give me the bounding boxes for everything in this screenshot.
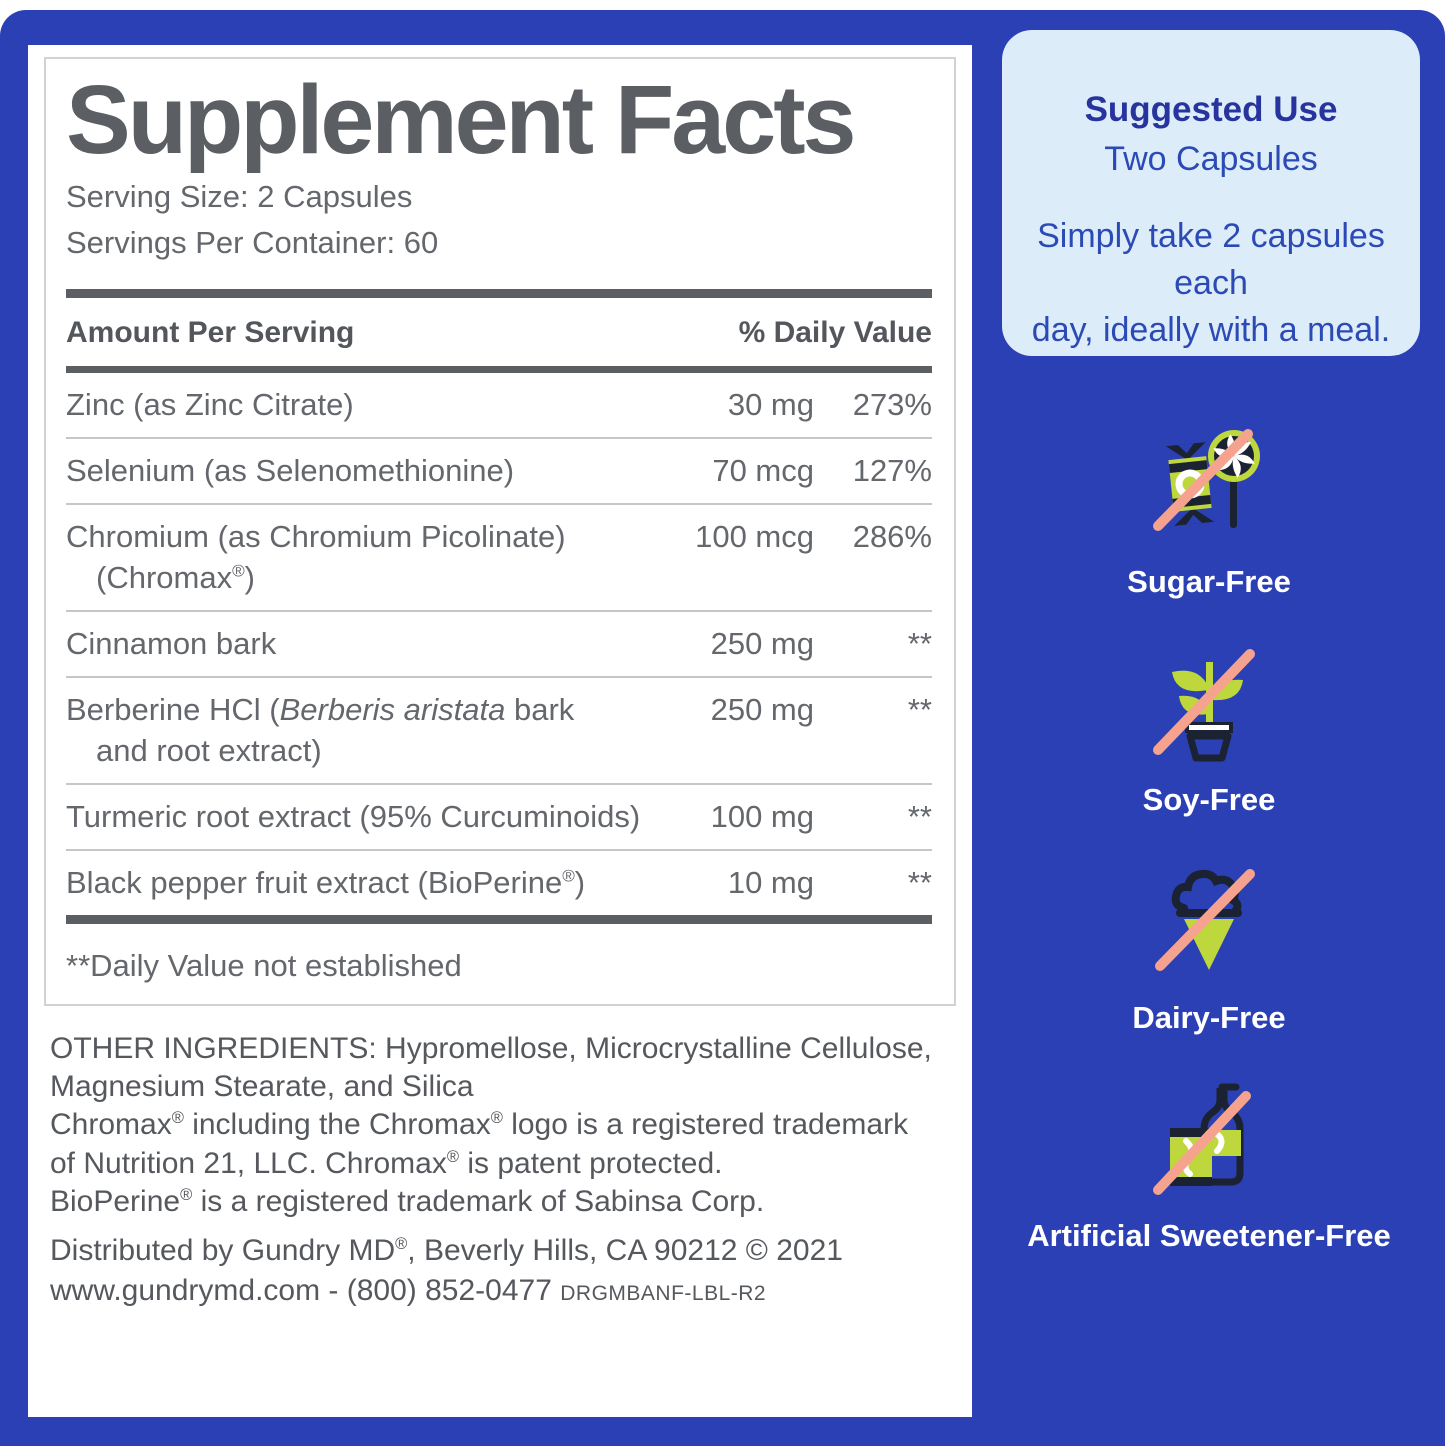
amount-value: 70 mcg: [712, 453, 814, 489]
servings-per-container: Servings Per Container: 60: [66, 225, 439, 261]
artificial-sweetener-free-icon: [1153, 1083, 1251, 1195]
badge-label: Dairy-Free: [1132, 1000, 1286, 1035]
soy-free-icon: [1152, 649, 1255, 762]
daily-value-footnote: **Daily Value not established: [66, 947, 462, 983]
amount-value: 250 mg: [710, 626, 814, 662]
suggested-use-body: Simply take 2 capsules each day, ideally…: [1031, 217, 1391, 349]
amount-value: 10 mg: [727, 864, 814, 900]
table-row: Berberine HCl (Berberis aristata bark and…: [66, 678, 932, 785]
amount-value: 250 mg: [710, 691, 814, 727]
daily-value: 127%: [852, 453, 932, 489]
ingredient-name: Turmeric root extract (95% Curcuminoids): [66, 798, 641, 834]
amount-value: 30 mg: [727, 387, 814, 423]
badge-label: Sugar-Free: [1127, 564, 1291, 599]
badge-soy-free: Soy-Free: [1142, 638, 1276, 818]
supplement-facts-title: Supplement Facts: [66, 65, 856, 174]
divider-thick-top: [66, 289, 932, 299]
table-row: Turmeric root extract (95% Curcuminoids)…: [66, 785, 932, 851]
badge-sugar-free: Sugar-Free: [1127, 420, 1291, 600]
divider-thick-header: [66, 366, 932, 374]
sugar-free-icon: [1152, 429, 1260, 531]
amount-value: 100 mg: [710, 798, 814, 834]
suggested-use-title: Suggested Use: [1084, 90, 1338, 129]
supplement-rows: Zinc (as Zinc Citrate) 30 mg 273% Selenium …: [66, 373, 932, 914]
divider-thick-bottom: [66, 914, 932, 924]
ingredient-name: Zinc (as Zinc Citrate): [66, 387, 354, 423]
badge-label: Soy-Free: [1142, 782, 1276, 817]
dairy-free-icon: [1154, 869, 1255, 971]
ingredient-name: Selenium (as Selenomethionine): [66, 453, 515, 489]
daily-value: **: [907, 691, 932, 727]
table-row: Zinc (as Zinc Citrate) 30 mg 273%: [66, 373, 932, 440]
distributor-text: Distributed by Gundry MD®, Beverly Hills…: [50, 1233, 843, 1267]
table-row: Cinnamon bark 250 mg **: [66, 612, 932, 678]
other-ingredients-text: OTHER INGREDIENTS: Hypromellose, Microcr…: [50, 1031, 932, 1103]
daily-value: **: [907, 864, 932, 900]
badge-artificial-sweetener-free: Artificial Sweetener-Free: [1027, 1074, 1391, 1254]
legal-text-block: OTHER INGREDIENTS: Hypromellose, Microcr…: [44, 1030, 956, 1311]
ingredient-name: Cinnamon bark: [66, 626, 277, 662]
ingredient-name: Berberine HCl (Berberis aristata bark and…: [66, 691, 575, 768]
ingredient-name: Chromium (as Chromium Picolinate) (Chroma…: [66, 519, 566, 596]
daily-value-header: % Daily Value: [738, 316, 932, 350]
badge-dairy-free: Dairy-Free: [1132, 856, 1286, 1036]
daily-value: **: [907, 626, 932, 662]
bioperine-trademark-text: BioPerine® is a registered trademark of …: [50, 1185, 765, 1219]
serving-size: Serving Size: 2 Capsules: [66, 178, 413, 214]
amount-value: 100 mcg: [695, 519, 814, 555]
daily-value: 286%: [852, 519, 932, 555]
daily-value: **: [907, 798, 932, 834]
contact-text: www.gundrymd.com - (800) 852-0477: [50, 1273, 552, 1307]
chromax-trademark-text: Chromax® including the Chromax® logo is …: [50, 1108, 909, 1180]
table-row: Selenium (as Selenomethionine) 70 mcg 127%: [66, 439, 932, 506]
table-row: Chromium (as Chromium Picolinate) (Chroma…: [66, 505, 932, 613]
ingredient-name: Black pepper fruit extract (BioPerine®): [66, 864, 586, 900]
amount-per-serving-header: Amount Per Serving: [66, 316, 355, 350]
table-row: Black pepper fruit extract (BioPerine®) 1…: [66, 851, 932, 915]
table-header-row: Amount Per Serving % Daily Value: [66, 298, 932, 366]
suggested-use-box: Suggested Use Two Capsules Simply take 2…: [1002, 30, 1420, 356]
suggested-use-subtitle: Two Capsules: [1104, 140, 1318, 178]
free-from-badges: Sugar-Free Soy-Free Dairy-Free: [978, 420, 1440, 1292]
daily-value: 273%: [852, 387, 932, 423]
supplement-facts-box: Supplement Facts Serving Size: 2 Capsule…: [44, 57, 956, 1006]
supplement-label-panel: Supplement Facts Serving Size: 2 Capsule…: [28, 45, 972, 1417]
label-code: DRGMBANF-LBL-R2: [560, 1281, 767, 1305]
badge-label: Artificial Sweetener-Free: [1027, 1218, 1391, 1253]
contact-line: www.gundrymd.com - (800) 852-0477 DRGMBA…: [50, 1272, 956, 1310]
